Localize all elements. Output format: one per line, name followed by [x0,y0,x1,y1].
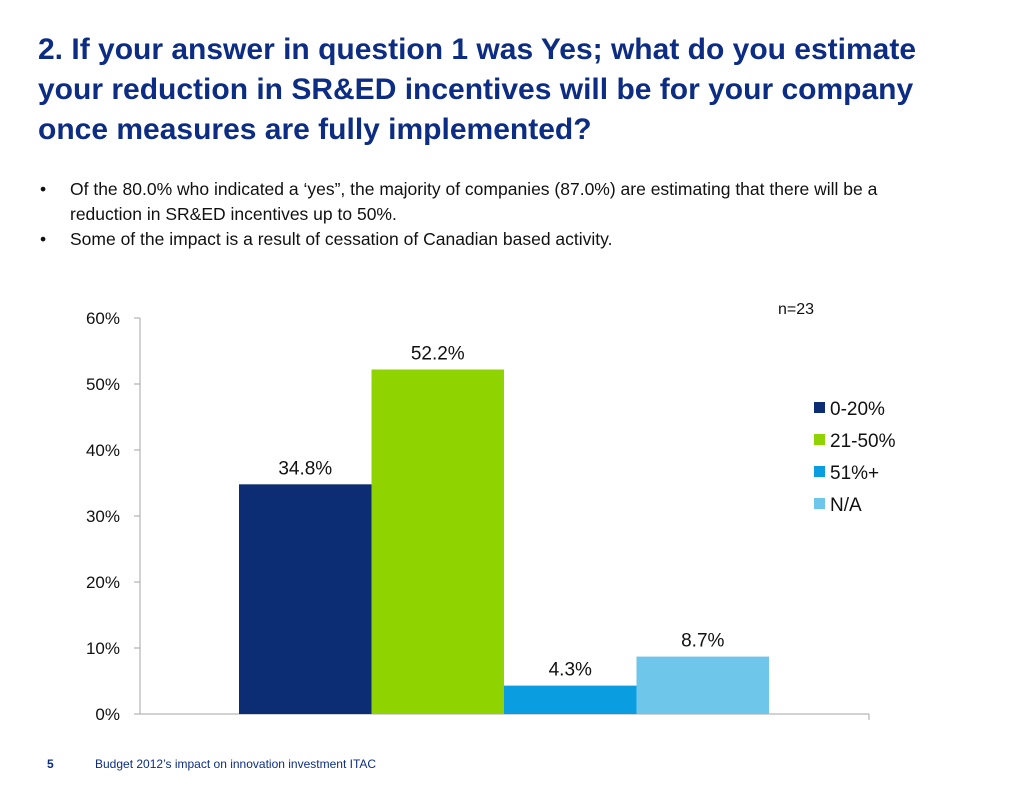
page-title: 2. If your answer in question 1 was Yes;… [38,33,917,146]
legend-swatch [814,402,825,413]
legend-label: 21-50% [830,431,896,452]
sample-size-label: n=23 [778,301,815,318]
legend-label: 51%+ [830,463,879,484]
bullet-item: Of the 80.0% who indicated a ‘yes”, the … [40,177,920,227]
bullet-item: Some of the impact is a result of cessat… [40,227,920,252]
y-tick-label: 40% [86,441,120,460]
y-tick-label: 60% [86,309,120,328]
y-tick-label: 0% [95,705,120,724]
legend-label: 0-20% [830,399,885,420]
bar [636,656,769,714]
bullet-list: Of the 80.0% who indicated a ‘yes”, the … [40,177,920,252]
data-label: 8.7% [681,631,724,652]
data-label: 34.8% [278,458,332,479]
legend-swatch [814,434,825,445]
footer-text: Budget 2012’s impact on innovation inves… [95,757,377,771]
data-label: 4.3% [549,660,592,681]
y-tick-label: 50% [86,375,120,394]
legend-label: N/A [830,495,862,516]
y-tick-label: 30% [86,507,120,526]
page-number: 5 [47,757,54,771]
bar [371,369,504,714]
legend-swatch [814,466,825,477]
bar [239,484,372,714]
data-label: 52.2% [411,343,465,364]
y-tick-label: 20% [86,573,120,592]
legend-swatch [814,498,825,509]
y-tick-label: 10% [86,639,120,658]
bar [504,685,637,714]
